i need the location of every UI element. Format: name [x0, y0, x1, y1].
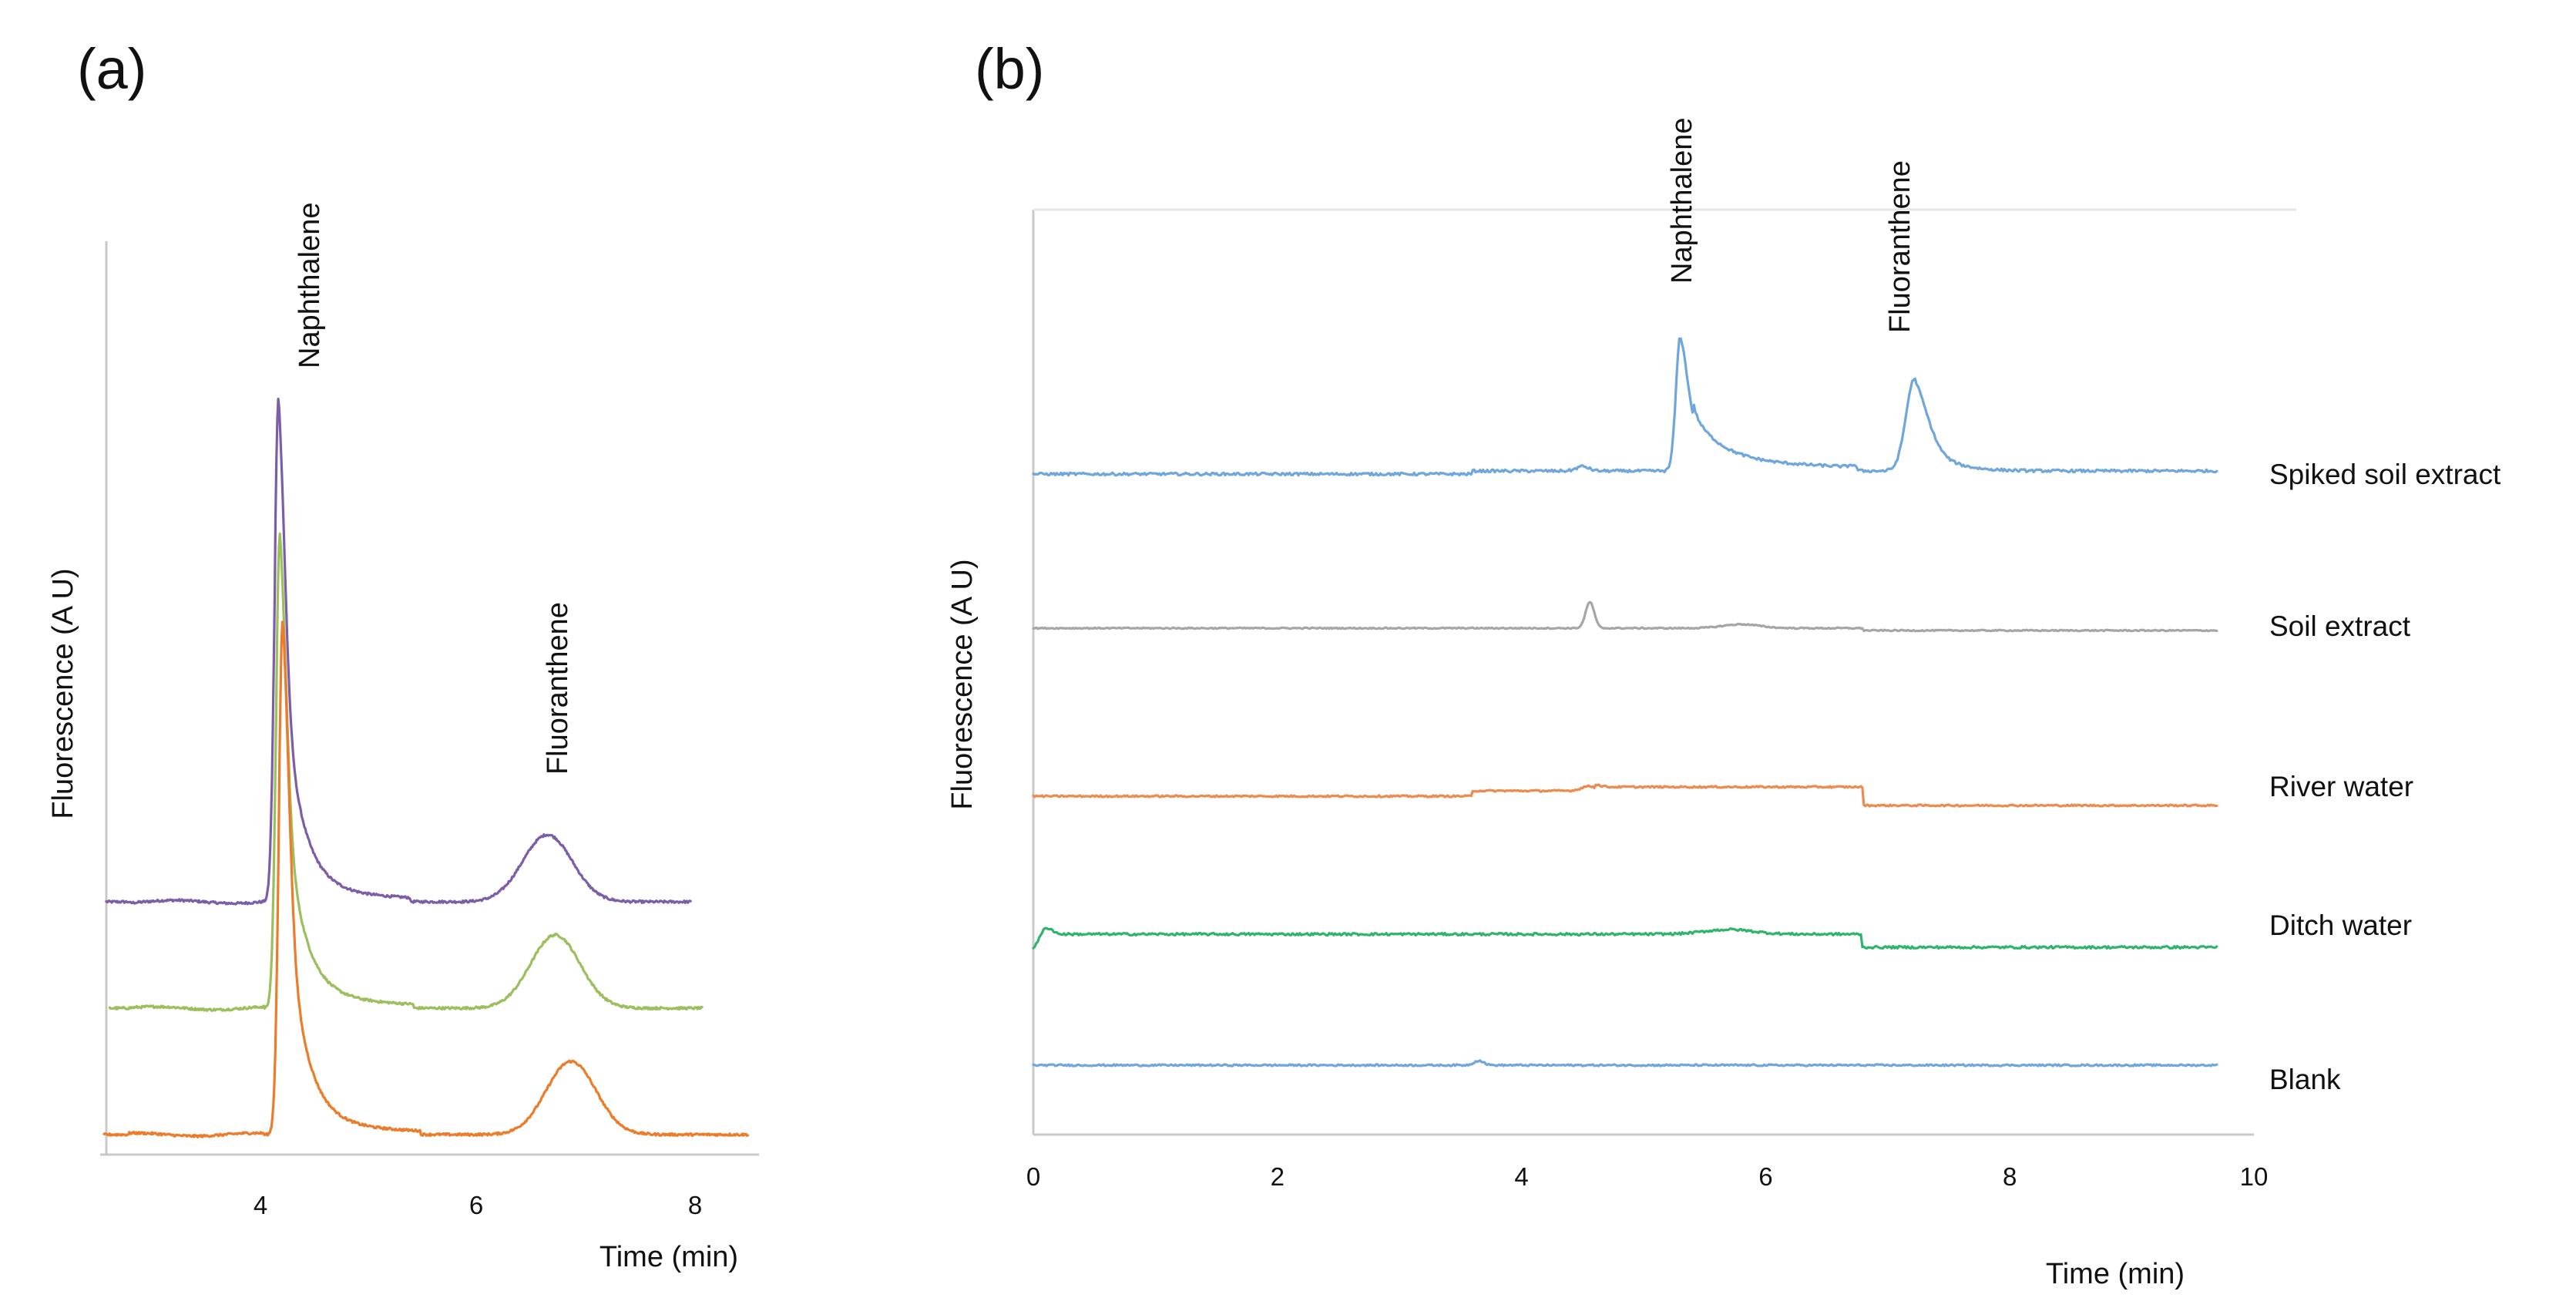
panel-a-fluoranthene-label: Fluoranthene	[542, 602, 574, 775]
panel-b-trace-ditch-water	[1032, 926, 2218, 950]
panel-b-trace-blank	[1032, 1059, 2218, 1068]
panel-b-trace-labels: Spiked soil extract Soil extract River wat…	[2269, 459, 2501, 1095]
panel-b-label: (b)	[975, 37, 1044, 101]
panel-b-x-axis-label: Time (min)	[2046, 1258, 2185, 1290]
panel-b-trace-spiked-soil-extract	[1032, 337, 2218, 477]
panel-b-trace-river-water	[1032, 783, 2218, 808]
panel-b-trace-label-ditch-water: Ditch water	[2269, 910, 2412, 941]
panel-b-y-axis-label: Fluorescence (A U)	[946, 559, 979, 809]
panel-a-trace-3	[102, 620, 749, 1138]
panel-a-y-axis-label: Fluorescence (A U)	[47, 568, 79, 819]
panel-a-x-tick-6: 6	[469, 1191, 483, 1219]
panel-a: (a) Fluorescence (A U) Time (min) 4 6 8 …	[47, 37, 759, 1273]
panel-b-x-tick-0: 0	[1026, 1162, 1040, 1191]
panel-a-naphthalene-label: Naphthalene	[294, 202, 326, 368]
panel-a-x-axis-label: Time (min)	[599, 1241, 738, 1273]
panel-b-x-tick-4: 4	[1514, 1162, 1528, 1191]
panel-b-trace-label-river-water: River water	[2269, 771, 2413, 802]
panel-b: (b) Fluorescence (A U) Time (min) 0 2 4 6 8 1…	[946, 37, 2501, 1290]
panel-a-x-tick-4: 4	[254, 1191, 267, 1219]
panel-b-x-tick-2: 2	[1271, 1162, 1285, 1191]
panel-b-trace-label-spiked-soil-extract: Spiked soil extract	[2269, 459, 2501, 490]
panel-b-trace-soil-extract	[1032, 600, 2218, 633]
panel-b-fluoranthene-label: Fluoranthene	[1884, 160, 1916, 333]
panel-b-trace-label-soil-extract: Soil extract	[2269, 610, 2411, 642]
panel-b-naphthalene-label: Naphthalene	[1666, 117, 1698, 284]
panel-a-trace-2	[108, 532, 704, 1012]
panel-b-x-tick-10: 10	[2240, 1162, 2269, 1191]
panel-b-traces	[1032, 337, 2218, 1068]
panel-a-trace-1	[105, 398, 692, 906]
panel-a-traces	[102, 398, 749, 1138]
panel-b-x-tick-8: 8	[2003, 1162, 2017, 1191]
panel-b-x-tick-6: 6	[1758, 1162, 1772, 1191]
panel-b-x-ticks: 0 2 4 6 8 10	[1026, 1162, 2269, 1191]
panel-b-trace-label-blank: Blank	[2269, 1064, 2341, 1095]
panel-a-x-tick-8: 8	[688, 1191, 702, 1219]
panel-a-label: (a)	[77, 37, 146, 101]
